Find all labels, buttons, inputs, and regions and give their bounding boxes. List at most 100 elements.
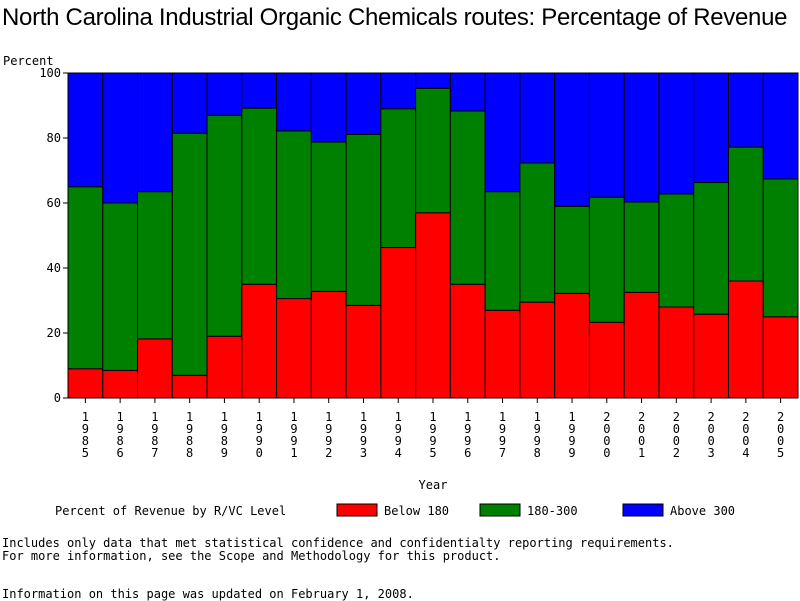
bar-segment-above-300-1986 <box>102 72 139 204</box>
bar-segment-above-300-1998 <box>519 72 556 164</box>
bar-segment-below-180-1985 <box>67 368 104 399</box>
bar-segment-below-180-2003 <box>693 313 729 399</box>
bar-segment-180-300-1992 <box>310 141 347 292</box>
legend-swatch-below-180 <box>336 503 378 517</box>
bar-segment-180-300-1985 <box>67 186 104 370</box>
bar-segment-above-300-2000 <box>588 72 625 198</box>
y-tick-label-60: 60 <box>47 196 61 210</box>
bar-segment-180-300-1986 <box>102 202 139 371</box>
y-tick-label-0: 0 <box>54 391 61 405</box>
bar-segment-below-180-1994 <box>380 247 417 399</box>
bar-segment-above-300-1988 <box>171 72 208 134</box>
bar-segment-above-300-2005 <box>762 72 799 180</box>
y-tick-label-80: 80 <box>47 131 61 145</box>
bar-segment-180-300-1990 <box>241 107 278 285</box>
bar-segment-180-300-2004 <box>727 146 764 282</box>
note-methodology: For more information, see the Scope and … <box>2 549 501 563</box>
bar-segment-above-300-1999 <box>554 72 590 207</box>
y-axis-label: Percent <box>3 54 54 68</box>
bar-segment-below-180-1997 <box>484 309 521 399</box>
bar-segment-180-300-1998 <box>519 162 556 303</box>
bar-segment-180-300-1994 <box>380 108 417 249</box>
bar-segment-below-180-2001 <box>623 291 660 399</box>
bar-segment-below-180-1988 <box>171 374 208 399</box>
bar-segment-above-300-1996 <box>449 72 486 112</box>
legend-label-above-300: Above 300 <box>670 504 735 518</box>
bar-segment-above-300-1993 <box>345 72 382 135</box>
bar-segment-180-300-1987 <box>137 191 173 340</box>
bar-segment-180-300-1988 <box>171 132 208 376</box>
bar-segment-180-300-2003 <box>693 182 729 315</box>
bar-segment-180-300-1995 <box>415 87 451 214</box>
bar-segment-above-300-1989 <box>206 72 243 116</box>
y-tick-label-20: 20 <box>47 326 61 340</box>
bar-segment-180-300-2000 <box>588 196 625 323</box>
bar-segment-below-180-1987 <box>137 338 173 399</box>
bar-segment-above-300-1987 <box>137 72 173 193</box>
bar-segment-below-180-1998 <box>519 301 556 399</box>
bar-segment-below-180-1992 <box>310 290 347 399</box>
bar-segment-below-180-1986 <box>102 369 139 399</box>
chart-title: North Carolina Industrial Organic Chemic… <box>2 4 788 31</box>
bar-segment-below-180-1989 <box>206 335 243 399</box>
bar-segment-above-300-1995 <box>415 72 451 89</box>
bar-segment-below-180-1999 <box>554 292 590 399</box>
legend-swatch-180-300 <box>479 503 521 517</box>
note-updated: Information on this page was updated on … <box>2 587 414 601</box>
bar-segment-180-300-2005 <box>762 178 799 318</box>
bar-segment-180-300-1996 <box>449 110 486 285</box>
bar-segment-180-300-1993 <box>345 133 382 306</box>
bar-segment-above-300-1997 <box>484 72 521 193</box>
bar-segment-below-180-1996 <box>449 283 486 399</box>
bar-segment-above-300-2004 <box>727 72 764 148</box>
bar-segment-180-300-2001 <box>623 201 660 293</box>
bar-segment-below-180-2005 <box>762 316 799 399</box>
bar-segment-above-300-2001 <box>623 72 660 203</box>
bar-segment-180-300-2002 <box>658 193 695 308</box>
bar-segment-below-180-1990 <box>241 283 278 399</box>
note-confidence: Includes only data that met statistical … <box>2 536 674 550</box>
bar-segment-below-180-1993 <box>345 304 382 399</box>
legend-title: Percent of Revenue by R/VC Level <box>55 504 286 518</box>
bar-segment-above-300-1985 <box>67 72 104 188</box>
legend-label-180-300: 180-300 <box>527 504 578 518</box>
bar-segment-180-300-1989 <box>206 114 243 337</box>
legend-label-below-180: Below 180 <box>384 504 449 518</box>
bar-segment-above-300-1994 <box>380 72 417 110</box>
bar-segment-180-300-1999 <box>554 205 590 294</box>
bar-segment-180-300-1991 <box>276 130 312 300</box>
bar-segment-below-180-2004 <box>727 280 764 399</box>
bar-segment-above-300-2002 <box>658 72 695 195</box>
bar-segment-above-300-1991 <box>276 72 312 132</box>
bar-segment-above-300-2003 <box>693 72 729 184</box>
bar-segment-180-300-1997 <box>484 191 521 311</box>
legend-swatch-above-300 <box>622 503 664 517</box>
bar-segment-above-300-1990 <box>241 72 278 109</box>
bar-segment-above-300-1992 <box>310 72 347 143</box>
x-axis-label: Year <box>419 478 448 492</box>
bar-segment-below-180-1991 <box>276 298 312 399</box>
bar-segment-below-180-1995 <box>415 212 451 399</box>
y-tick-label-40: 40 <box>47 261 61 275</box>
